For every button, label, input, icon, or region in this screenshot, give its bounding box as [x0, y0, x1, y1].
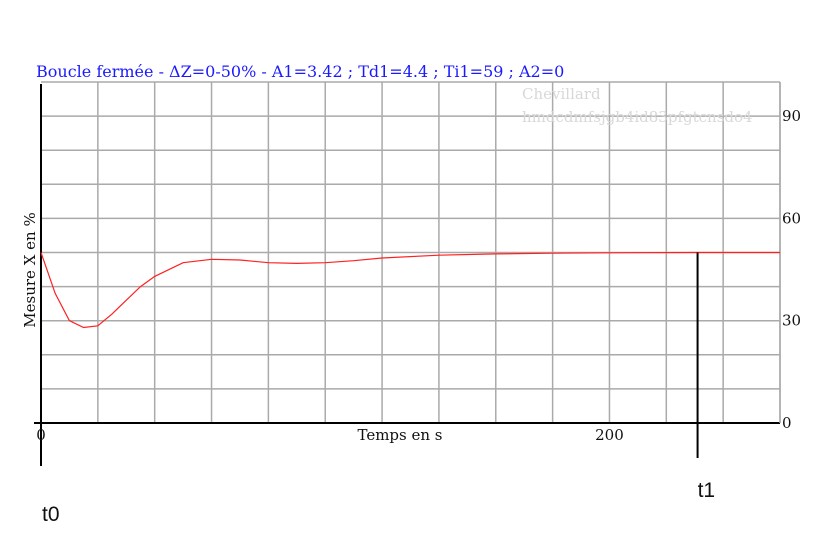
x-tick-label: 200 [595, 426, 624, 444]
marker-label-t1: t1 [698, 479, 716, 502]
axes [34, 82, 780, 466]
x-tick-label: 0 [36, 426, 46, 444]
x-axis-label: Temps en s [357, 426, 442, 444]
watermark-line-2: hmdcdmfsjgb4id83pfgtcnsdo4 [522, 108, 753, 126]
watermark-line-1: Chevillard [522, 85, 601, 103]
series-line [41, 253, 780, 328]
y-tick-label: 30 [782, 312, 801, 330]
y-tick-label: 0 [782, 414, 792, 432]
y-axis-label: Mesure X en % [21, 212, 39, 327]
ticks: 0 30 60 90 0 200 [36, 107, 801, 444]
y-tick-label: 90 [782, 107, 801, 125]
chart-title: Boucle fermée - ΔZ=0-50% - A1=3.42 ; Td1… [36, 62, 564, 81]
marker-label-t0: t0 [42, 503, 60, 526]
y-tick-label: 60 [782, 209, 801, 227]
